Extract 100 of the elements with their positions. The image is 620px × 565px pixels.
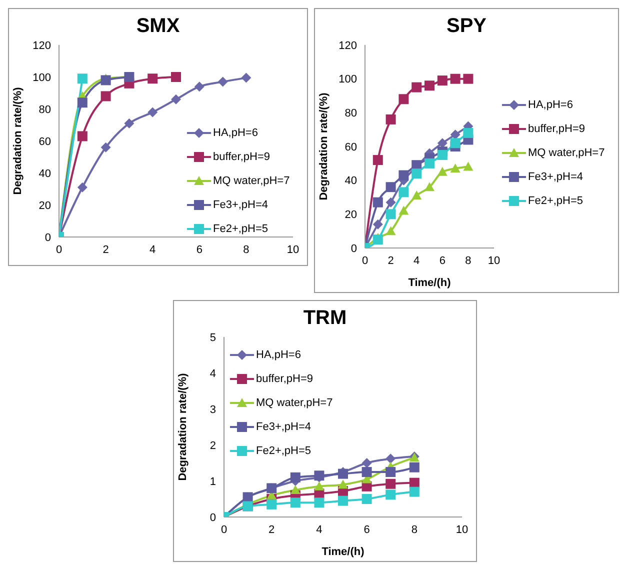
y-tick-label: 80 <box>38 104 51 116</box>
legend-label: MQ water,pH=7 <box>256 397 333 409</box>
point <box>314 481 324 490</box>
point <box>450 138 460 148</box>
x-tick-label: 2 <box>388 254 394 267</box>
point <box>424 182 434 192</box>
point <box>409 478 420 488</box>
point <box>290 498 300 508</box>
point <box>424 158 434 168</box>
y-tick-label: 60 <box>38 136 51 148</box>
x-tick-label: 8 <box>243 244 250 256</box>
y-tick-label: 120 <box>338 40 357 52</box>
x-tick-label: 10 <box>488 254 500 267</box>
point <box>77 131 88 142</box>
legend-label: HA,pH=6 <box>213 127 258 139</box>
point <box>398 206 409 215</box>
point <box>148 74 158 84</box>
point <box>398 94 409 104</box>
point <box>241 72 252 83</box>
legend-label: Fe2+,pH=5 <box>213 223 268 235</box>
y-tick-label: 0 <box>44 232 51 244</box>
point <box>372 197 383 208</box>
point <box>77 98 88 108</box>
y-tick-label: 20 <box>344 209 357 222</box>
point <box>77 182 88 192</box>
point <box>218 76 228 87</box>
point <box>100 91 111 102</box>
y-axis-title: Degradation rate/(%) <box>318 92 330 200</box>
x-tick-label: 0 <box>220 524 228 536</box>
y-tick-label: 2 <box>210 440 216 452</box>
legend-label: MQ water,pH=7 <box>528 146 605 158</box>
point <box>424 80 434 91</box>
point <box>338 496 348 506</box>
x-tick-label: 6 <box>364 524 370 536</box>
point <box>437 150 448 160</box>
chart-title: SMX <box>135 15 181 38</box>
y-tick-label: 40 <box>38 168 51 180</box>
point <box>437 76 448 86</box>
point <box>450 163 460 172</box>
point <box>338 480 348 489</box>
x-tick-label: 0 <box>362 254 368 267</box>
x-tick-label: 10 <box>456 524 468 536</box>
x-tick-label: 6 <box>196 244 202 256</box>
x-tick-label: 4 <box>316 524 322 536</box>
point <box>386 490 396 500</box>
y-tick-label: 100 <box>32 72 51 84</box>
point <box>463 74 474 84</box>
legend-label: Fe2+,pH=5 <box>528 194 584 206</box>
point <box>266 499 277 510</box>
point <box>386 467 396 477</box>
legend-label: buffer,pH=9 <box>256 373 313 385</box>
point <box>386 226 396 236</box>
y-tick-label: 20 <box>38 200 51 212</box>
legend-label: Fe3+,pH=4 <box>528 170 584 182</box>
x-tick-label: 2 <box>102 244 109 256</box>
point <box>314 498 324 508</box>
point <box>171 72 181 82</box>
legend-label: Fe2+,pH=5 <box>256 445 312 457</box>
point <box>412 168 422 179</box>
point <box>372 219 383 230</box>
x-axis-title: Time/(h) <box>322 546 365 558</box>
legend-label: buffer,pH=9 <box>213 151 270 163</box>
point <box>463 162 474 171</box>
point <box>450 130 460 140</box>
point <box>398 187 409 198</box>
point <box>450 74 460 84</box>
legend-label: Fe3+,pH=4 <box>256 421 312 433</box>
point <box>362 494 372 504</box>
point <box>124 118 134 128</box>
legend-label: HA,pH=6 <box>256 349 301 361</box>
x-tick-label: 8 <box>411 524 418 536</box>
point <box>100 75 111 86</box>
point <box>398 170 409 180</box>
y-axis-title: Degradation rate/(%) <box>176 372 189 481</box>
point <box>386 454 396 464</box>
point <box>194 82 204 92</box>
y-tick-label: 60 <box>344 141 357 154</box>
y-tick-label: 4 <box>210 368 216 380</box>
legend-label: Fe3+,pH=4 <box>213 199 268 211</box>
point <box>386 182 396 192</box>
y-tick-label: 3 <box>210 404 216 416</box>
point <box>386 197 396 208</box>
chart-title: TRM <box>302 307 348 330</box>
y-tick-label: 100 <box>338 74 357 86</box>
point <box>386 209 396 220</box>
point <box>463 128 474 138</box>
point <box>372 234 383 245</box>
chart-title: SPY <box>445 15 488 38</box>
point <box>77 74 88 84</box>
point <box>171 94 181 104</box>
point <box>372 155 383 166</box>
y-tick-label: 120 <box>32 40 51 52</box>
point <box>437 138 448 148</box>
point <box>362 467 372 477</box>
point <box>412 82 422 92</box>
point <box>386 114 396 124</box>
x-tick-label: 8 <box>465 254 472 267</box>
point <box>409 486 420 497</box>
point <box>290 472 300 482</box>
legend-label: buffer,pH=9 <box>528 122 585 134</box>
